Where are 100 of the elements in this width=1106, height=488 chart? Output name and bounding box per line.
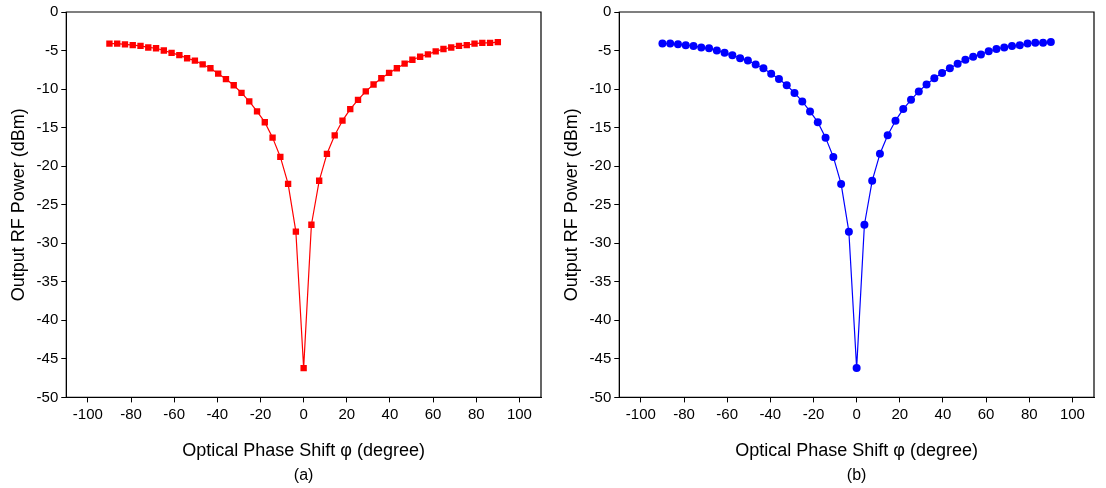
point xyxy=(689,41,698,50)
point xyxy=(743,56,752,65)
point xyxy=(751,60,760,69)
point xyxy=(230,82,237,89)
point xyxy=(1039,38,1048,47)
point xyxy=(253,108,261,115)
y-tick-label: 0 xyxy=(49,2,59,20)
x-axis-title: Optical Phase Shift φ (degree) xyxy=(182,440,426,461)
point xyxy=(370,81,377,88)
point xyxy=(168,49,175,57)
point xyxy=(837,179,846,188)
point xyxy=(269,134,276,141)
point xyxy=(868,176,877,185)
x-tick-label: 60 xyxy=(424,404,442,422)
y-tick-label: -10 xyxy=(36,79,59,97)
point xyxy=(362,88,369,95)
point xyxy=(782,81,791,90)
point xyxy=(681,41,690,50)
point xyxy=(114,40,121,47)
x-tick-label: -40 xyxy=(206,404,229,422)
point xyxy=(1046,38,1055,47)
point xyxy=(215,70,222,77)
x-tick-label: 60 xyxy=(977,404,995,422)
point xyxy=(1000,43,1009,52)
point xyxy=(440,45,447,53)
point xyxy=(759,64,768,73)
point xyxy=(176,51,183,59)
x-tick-label: -80 xyxy=(673,404,695,422)
point xyxy=(728,51,737,60)
x-tick-label: -40 xyxy=(759,404,782,422)
point xyxy=(145,44,152,51)
x-tick-label: 80 xyxy=(467,404,485,422)
point xyxy=(813,118,822,127)
y-axis-title: Output RF Power (dBm) xyxy=(560,108,581,302)
y-tick-label: -30 xyxy=(36,233,59,251)
y-tick-label: 0 xyxy=(602,2,612,20)
point xyxy=(798,97,807,106)
x-tick-label: -100 xyxy=(72,404,103,422)
y-tick-label: -25 xyxy=(589,194,612,212)
point xyxy=(471,40,478,47)
point xyxy=(339,117,346,124)
y-tick-label: -50 xyxy=(589,387,612,405)
x-tick-label: -60 xyxy=(163,404,186,422)
point xyxy=(409,56,416,63)
point xyxy=(666,39,675,48)
point xyxy=(953,59,962,68)
point xyxy=(106,40,113,47)
point xyxy=(199,61,206,68)
point xyxy=(720,48,729,57)
y-tick-label: -10 xyxy=(589,79,612,97)
point xyxy=(852,364,861,373)
point xyxy=(292,228,300,235)
y-tick-label: -30 xyxy=(589,233,612,251)
y-tick-label: -45 xyxy=(589,349,612,366)
x-tick-label: -20 xyxy=(249,404,272,422)
y-tick-label: -20 xyxy=(589,156,612,174)
x-tick-label: 0 xyxy=(299,404,308,422)
point xyxy=(300,364,307,372)
point xyxy=(829,152,838,161)
x-tick-label: 100 xyxy=(1059,404,1085,422)
point xyxy=(121,41,129,48)
point xyxy=(806,107,815,116)
text: (a) xyxy=(293,466,314,483)
y-axis-title: Output RF Power (dBm) xyxy=(7,108,28,302)
point xyxy=(1015,41,1024,50)
x-tick-label: 40 xyxy=(934,404,952,422)
point xyxy=(984,47,993,56)
y-tick-label: -25 xyxy=(36,194,59,212)
y-tick-label: -50 xyxy=(36,387,59,405)
point xyxy=(821,133,830,142)
point xyxy=(736,54,745,63)
point xyxy=(883,131,892,140)
y-tick-label: -20 xyxy=(36,156,59,174)
point xyxy=(1023,39,1032,48)
point xyxy=(938,68,947,77)
point xyxy=(378,75,385,82)
point xyxy=(961,55,970,64)
point xyxy=(448,44,455,51)
y-tick-label: -40 xyxy=(589,310,612,328)
x-tick-label: 100 xyxy=(506,404,532,422)
y-tick-label: -15 xyxy=(589,117,612,135)
x-tick-label: 80 xyxy=(1020,404,1038,422)
point xyxy=(860,220,869,229)
point xyxy=(697,43,706,52)
y-tick-label: -15 xyxy=(36,117,59,135)
x-tick-label: 20 xyxy=(891,404,909,422)
x-tick-label: 0 xyxy=(852,404,861,422)
y-tick-label: -35 xyxy=(589,271,612,289)
point xyxy=(907,95,916,104)
point xyxy=(385,69,393,77)
point xyxy=(207,65,214,72)
point xyxy=(875,149,884,158)
point xyxy=(844,227,853,236)
point xyxy=(1008,41,1016,50)
y-tick-label: -45 xyxy=(36,349,59,366)
point xyxy=(969,52,978,61)
point xyxy=(774,75,783,84)
point xyxy=(331,132,338,139)
y-tick-label: -5 xyxy=(44,40,59,58)
point xyxy=(401,60,408,67)
